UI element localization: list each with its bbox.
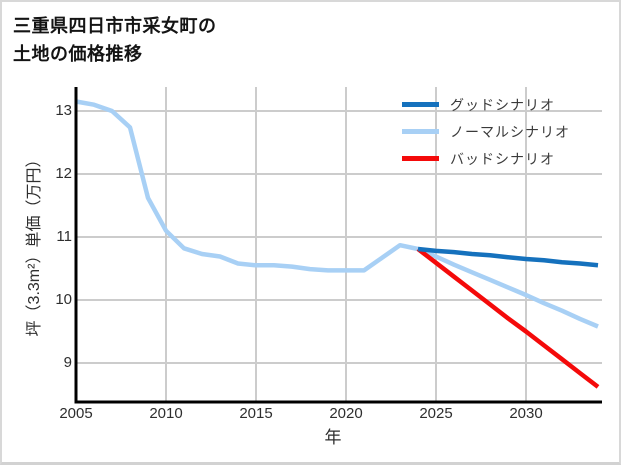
chart-title: 三重県四日市市采女町の 土地の価格推移 bbox=[13, 12, 217, 68]
legend-label: グッドシナリオ bbox=[450, 96, 555, 113]
chart-title-line1: 三重県四日市市采女町の bbox=[13, 16, 217, 36]
y-tick-label: 13 bbox=[55, 102, 72, 119]
series-normal-line bbox=[417, 246, 599, 329]
legend-item-good: グッドシナリオ bbox=[402, 91, 570, 118]
legend-label: ノーマルシナリオ bbox=[450, 123, 570, 140]
y-tick-label: 9 bbox=[63, 354, 72, 371]
legend-item-normal: ノーマルシナリオ bbox=[402, 118, 570, 145]
x-tick-label: 2030 bbox=[509, 405, 543, 422]
series-history-line bbox=[75, 99, 419, 273]
x-tick-label: 2005 bbox=[59, 405, 93, 422]
y-tick-label: 10 bbox=[55, 291, 72, 308]
y-tick-label: 11 bbox=[56, 228, 72, 245]
x-axis-label: 年 bbox=[324, 428, 342, 447]
legend-item-bad: バッドシナリオ bbox=[402, 145, 570, 172]
x-tick-label: 2015 bbox=[239, 405, 273, 422]
x-tick-label: 2025 bbox=[419, 405, 453, 422]
x-tick-label: 2010 bbox=[149, 405, 183, 422]
legend: グッドシナリオ ノーマルシナリオ バッドシナリオ bbox=[402, 91, 570, 172]
legend-label: バッドシナリオ bbox=[450, 150, 555, 167]
series-bad-line bbox=[416, 247, 600, 389]
legend-swatch-good bbox=[402, 102, 439, 107]
y-tick-label: 12 bbox=[55, 165, 72, 182]
chart-title-line2: 土地の価格推移 bbox=[13, 44, 143, 64]
legend-swatch-normal bbox=[402, 129, 439, 134]
legend-swatch-bad bbox=[402, 156, 439, 161]
x-tick-label: 2020 bbox=[329, 405, 363, 422]
series-good-line bbox=[417, 246, 599, 268]
